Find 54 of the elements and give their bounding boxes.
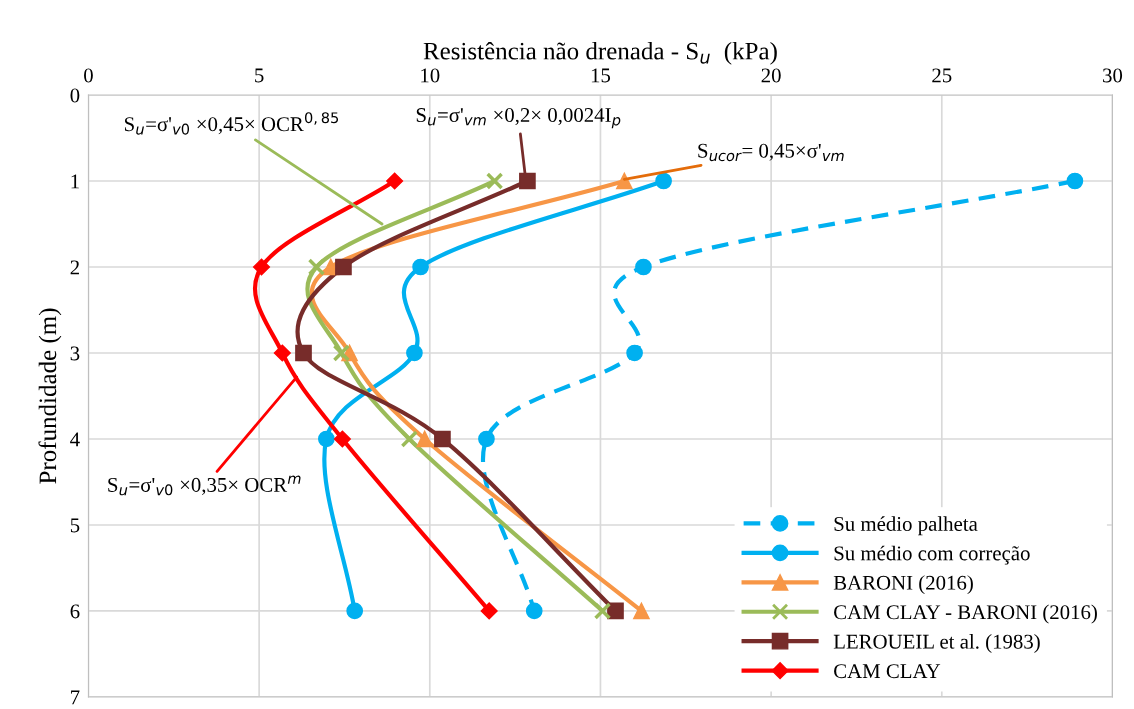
point xyxy=(416,430,434,448)
point xyxy=(478,430,495,448)
point xyxy=(307,258,326,276)
y-tick-label: 7 xyxy=(71,690,80,705)
legend-label: CAM CLAY - BARONI (2016) xyxy=(834,604,1097,624)
y-tick-label: 1 xyxy=(71,174,79,189)
point xyxy=(519,172,536,190)
point xyxy=(626,344,643,362)
x-tick-label: 20 xyxy=(761,68,781,83)
point xyxy=(346,602,364,620)
point xyxy=(485,172,504,190)
y-tick-label: 2 xyxy=(70,260,79,275)
annotation: S$_{u}$=σ'$_{v0}$ ×0,45× OCR$^{0,85}$ xyxy=(124,112,339,135)
point xyxy=(295,344,312,362)
x-tick-label: 0 xyxy=(84,68,93,83)
point xyxy=(386,172,404,190)
point xyxy=(480,602,498,620)
point xyxy=(593,602,612,620)
x-axis-title: Resistência não drenada - S$_{u}$ (kPa) xyxy=(423,41,777,65)
point xyxy=(400,430,418,448)
point xyxy=(318,430,335,448)
legend-label: LEROUEIL et al. (1983) xyxy=(833,634,1040,653)
point xyxy=(1066,172,1084,190)
point xyxy=(335,258,352,276)
legend-label: Su médio palheta xyxy=(834,516,978,536)
point xyxy=(525,602,543,620)
legend-label: CAM CLAY xyxy=(834,664,941,679)
point xyxy=(412,258,429,276)
y-tick-label: 0 xyxy=(70,88,80,103)
point xyxy=(273,344,291,362)
x-tick-label: 10 xyxy=(421,68,440,83)
y-tick-label: 6 xyxy=(70,604,80,619)
annotation: S$_{u}$=σ'$_{vm}$ ×0,2× 0,0024I$_{p}$ xyxy=(416,108,621,129)
y-tick-label: 5 xyxy=(70,518,80,533)
legend-label: BARONI (2016) xyxy=(833,575,973,595)
point xyxy=(635,258,652,276)
y-tick-label: 3 xyxy=(70,346,80,361)
point xyxy=(333,430,351,448)
x-tick-label: 15 xyxy=(591,68,611,83)
point xyxy=(616,172,633,190)
x-tick-label: 30 xyxy=(1103,68,1123,83)
y-axis-title: Profundidade (m) xyxy=(38,308,62,484)
x-tick-label: 25 xyxy=(932,68,952,83)
point xyxy=(633,602,650,620)
annotation: S$_{u}$=σ'$_{v0}$ ×0,35× OCR$^{m}$ xyxy=(108,475,301,496)
point xyxy=(655,172,672,190)
point xyxy=(332,344,351,362)
y-tick-label: 4 xyxy=(70,432,80,447)
point xyxy=(406,344,423,362)
point xyxy=(252,258,271,276)
point xyxy=(434,430,451,448)
x-tick-label: 5 xyxy=(255,68,264,83)
annotation: S$_{ucor}$= 0,45×σ'$_{vm}$ xyxy=(698,143,844,162)
legend-label: Su médio com correção xyxy=(834,545,1030,565)
